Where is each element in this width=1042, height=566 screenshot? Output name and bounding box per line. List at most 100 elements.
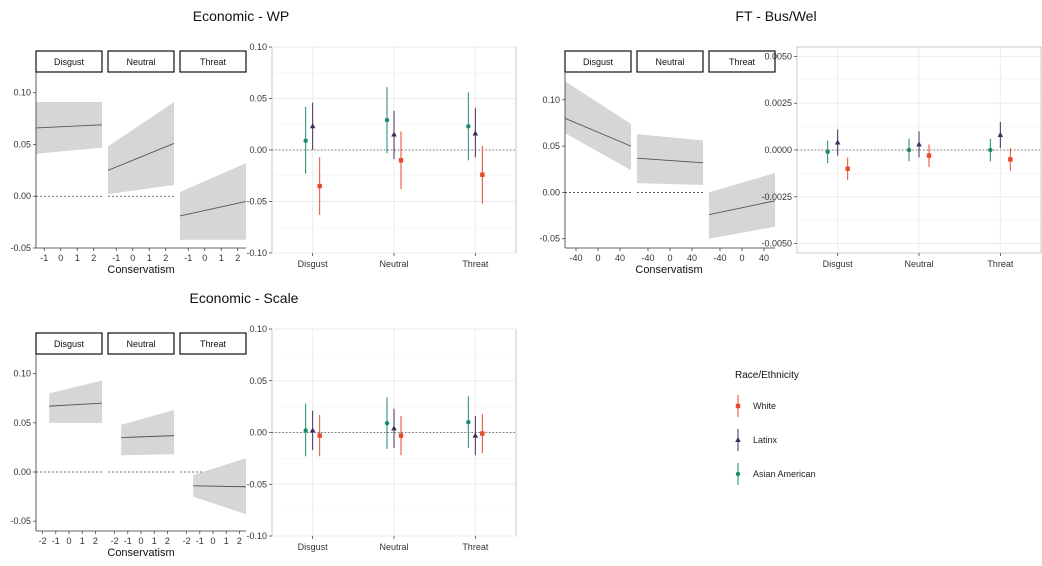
data-point [391, 425, 397, 431]
x-tick-label: Threat [987, 259, 1014, 269]
y-tick-label: 0.10 [13, 88, 31, 98]
fit-line [179, 200, 247, 217]
x-tick-label: -40 [641, 253, 654, 263]
x-tick-label: 0 [595, 253, 600, 263]
pointrange-plot-5: -0.10 -0.05 0.00 0.05 0.10 Disgust Neutral Thre… [246, 324, 517, 552]
confidence-ribbon [49, 380, 102, 423]
x-tick-label: 0 [202, 253, 207, 263]
x-tick-label: -2 [183, 536, 191, 546]
facet-strip [708, 50, 776, 73]
x-tick-label: 0 [667, 253, 672, 263]
x-tick-label: Neutral [904, 259, 933, 269]
confidence-ribbon [108, 102, 174, 195]
confidence-ribbon [36, 102, 102, 154]
section-title: FT - Bus/Wel [735, 8, 816, 24]
facet-label: Threat [729, 57, 756, 67]
y-tick-label: 0.10 [13, 369, 31, 379]
x-tick-label: 0 [739, 253, 744, 263]
y-tick-label: 0.0050 [764, 51, 792, 61]
facet-strip [35, 332, 103, 355]
facet-strip [564, 50, 632, 73]
fit-line [193, 485, 247, 488]
data-point [384, 117, 390, 123]
y-tick-label: 0.10 [249, 42, 267, 52]
facet-strip [179, 332, 247, 355]
fit-line [107, 143, 175, 171]
y-tick-label: -0.05 [246, 197, 267, 207]
x-tick-label: Disgust [298, 542, 329, 552]
confidence-ribbon [180, 163, 246, 240]
x-tick-label: 40 [759, 253, 769, 263]
data-point [472, 432, 479, 438]
facet-label: Neutral [126, 339, 155, 349]
data-point [472, 130, 479, 136]
legend-key-square [735, 403, 741, 409]
confidence-ribbon [709, 172, 775, 239]
y-tick-label: 0.00 [249, 145, 267, 155]
facet-strip [35, 50, 103, 73]
data-point [997, 132, 1004, 138]
y-tick-label: -0.05 [539, 234, 560, 244]
data-point [398, 158, 404, 163]
data-point [309, 427, 316, 433]
y-tick-label: -0.0050 [761, 239, 792, 249]
data-point [825, 149, 830, 155]
x-tick-label: 2 [165, 536, 170, 546]
x-tick-label: 0 [66, 536, 71, 546]
y-tick-label: -0.05 [246, 479, 267, 489]
data-point [384, 420, 390, 426]
data-point [303, 138, 308, 143]
data-point [480, 172, 485, 177]
x-tick-label: 1 [147, 253, 152, 263]
data-point [309, 123, 316, 129]
facet-label: Disgust [583, 57, 614, 67]
facet-label: Threat [200, 57, 227, 67]
facet-label: Neutral [126, 57, 155, 67]
fit-line [35, 124, 103, 129]
x-tick-label: -2 [111, 536, 119, 546]
facet-strip [107, 50, 175, 73]
y-tick-label: 0.05 [249, 376, 267, 386]
legend-title: Race/Ethnicity [735, 370, 799, 381]
x-tick-label: Disgust [298, 259, 329, 269]
x-tick-label: -40 [569, 253, 582, 263]
data-point [317, 433, 322, 438]
x-tick-label: -40 [713, 253, 726, 263]
data-point [317, 183, 322, 189]
x-tick-label: -1 [124, 536, 132, 546]
section-title: Economic - Scale [190, 290, 299, 306]
x-tick-label: 2 [93, 536, 98, 546]
x-tick-label: 2 [235, 253, 240, 263]
x-tick-label: 1 [152, 536, 157, 546]
facet-strip [107, 332, 175, 355]
facet-plot-2: -0.05 0.00 0.05 0.10 Disgust -40 0 40 Neutral -40… [539, 50, 776, 276]
y-tick-label: 0.00 [249, 428, 267, 438]
y-tick-label: -0.10 [246, 248, 267, 258]
legend: Race/Ethnicity White Latinx Asian American [735, 370, 816, 485]
x-tick-label: Disgust [823, 259, 854, 269]
facet-plot-0: -0.05 0.00 0.05 0.10 Disgust -1 0 1 2 Neutral -1 0 1… [10, 50, 247, 276]
facet-strip [636, 50, 704, 73]
data-point [303, 428, 308, 433]
y-tick-label: 0.00 [542, 187, 560, 197]
x-tick-label: 2 [237, 536, 242, 546]
facet-strip [179, 50, 247, 73]
x-tick-label: 2 [91, 253, 96, 263]
data-point [834, 139, 841, 145]
legend-label: Asian American [753, 469, 816, 479]
data-point [466, 124, 471, 129]
x-tick-label: 40 [615, 253, 625, 263]
x-tick-label: Threat [462, 259, 489, 269]
x-axis-label: Conservatism [107, 547, 174, 559]
data-point [1008, 157, 1013, 162]
data-point [926, 153, 932, 158]
facet-label: Disgust [54, 339, 85, 349]
x-tick-label: 1 [224, 536, 229, 546]
confidence-ribbon [565, 81, 631, 171]
data-point [398, 433, 404, 438]
confidence-ribbon [637, 134, 703, 186]
x-tick-label: -2 [39, 536, 47, 546]
y-tick-label: -0.05 [10, 243, 31, 253]
